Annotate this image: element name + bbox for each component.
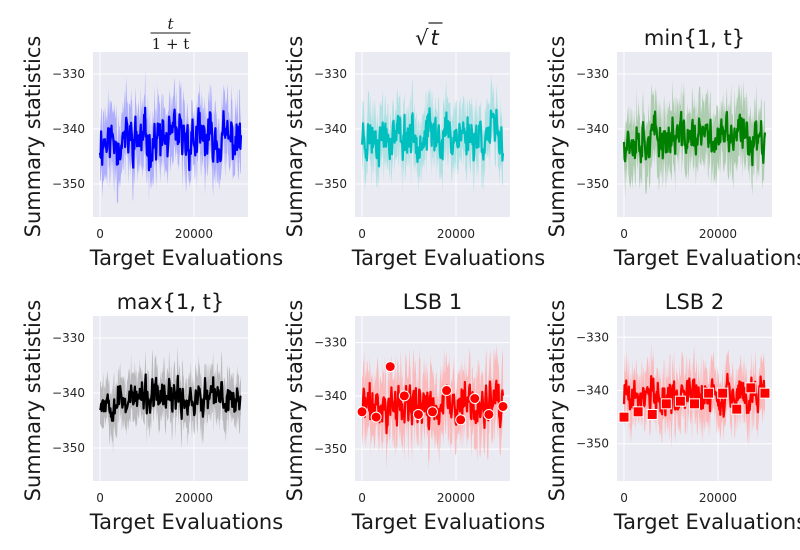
y-tick-label: −340	[314, 389, 347, 403]
panel-3: −330 −340 −350 0 20000 Target Evaluations Summ…	[545, 26, 800, 270]
panel-4: −330 −340 −350 0 20000 Target Evaluations Summ…	[21, 290, 283, 534]
x-axis-label: Target Evaluations	[613, 510, 800, 534]
marker-point	[441, 385, 453, 397]
y-tick-label: −340	[52, 386, 85, 400]
marker-point	[632, 406, 644, 418]
y-tick-label: −350	[576, 437, 609, 451]
plot-content	[98, 68, 243, 205]
marker-point	[646, 408, 658, 420]
x-axis-label: Target Evaluations	[351, 510, 545, 534]
marker-point	[674, 395, 686, 407]
marker-point	[717, 387, 729, 399]
marker-point	[384, 361, 396, 373]
marker-point	[356, 406, 368, 418]
y-axis-label: Summary statistics	[545, 300, 569, 502]
marker-point	[427, 406, 438, 418]
plot-content	[622, 79, 767, 200]
title-numerator: t	[167, 15, 174, 33]
series-line	[99, 373, 242, 422]
x-tick-label: 0	[358, 491, 366, 505]
panel-2: −330 −340 −350 0 20000 Target Evaluations Summ…	[283, 22, 545, 270]
chart-title: max{1, t}	[117, 290, 224, 314]
x-tick-label: 0	[358, 227, 366, 241]
y-tick-label: −330	[52, 331, 85, 345]
marker-point	[731, 403, 743, 415]
marker-point	[412, 408, 424, 420]
y-axis-label: Summary statistics	[283, 36, 307, 238]
x-axis-label: Target Evaluations	[351, 246, 545, 270]
y-tick-label: −350	[576, 177, 609, 191]
plot-content	[99, 345, 242, 454]
y-tick-label: −330	[52, 67, 85, 81]
y-tick-label: −350	[314, 177, 347, 191]
marker-point	[455, 414, 467, 426]
series-line	[360, 379, 505, 435]
y-tick-label: −340	[52, 122, 85, 136]
marker-point	[618, 411, 630, 423]
y-tick-label: −350	[52, 441, 85, 455]
panel-6: −330 −340 −350 0 20000 Target Evaluations Summ…	[545, 290, 800, 534]
y-tick-label: −350	[52, 177, 85, 191]
marker-point	[660, 398, 672, 410]
title-denominator: 1 + t	[152, 35, 190, 53]
y-tick-label: −340	[576, 384, 609, 398]
panel-1: −330 −340 −350 0 20000 Target Evaluations Summ…	[21, 15, 283, 270]
x-axis-label: Target Evaluations	[89, 510, 283, 534]
x-tick-label: 20000	[437, 491, 475, 505]
y-axis-label: Summary statistics	[545, 36, 569, 238]
plot-content	[622, 340, 766, 449]
marker-point	[398, 390, 410, 402]
y-tick-label: −330	[576, 330, 609, 344]
marker-point	[469, 393, 481, 404]
chart-title: LSB 2	[665, 290, 724, 314]
marker-point	[497, 400, 509, 412]
x-tick-label: 0	[620, 227, 628, 241]
y-tick-label: −330	[576, 67, 609, 81]
y-tick-label: −340	[314, 122, 347, 136]
marker-point	[689, 398, 700, 410]
y-axis-label: Summary statistics	[21, 36, 45, 238]
x-tick-label: 0	[96, 491, 104, 505]
x-axis-label: Target Evaluations	[613, 246, 800, 270]
marker-point	[759, 387, 771, 399]
x-axis-label: Target Evaluations	[89, 246, 283, 270]
marker-point	[745, 382, 757, 394]
title-variable: t	[431, 26, 440, 50]
y-tick-label: −350	[314, 442, 347, 456]
series-line	[98, 106, 243, 172]
y-tick-label: −330	[314, 336, 347, 350]
x-tick-label: 20000	[175, 227, 213, 241]
plot-content	[360, 74, 505, 196]
chart-title: min{1, t}	[644, 26, 745, 50]
y-tick-label: −340	[576, 122, 609, 136]
chart-title: LSB 1	[403, 290, 462, 314]
x-tick-label: 0	[620, 491, 628, 505]
y-axis-label: Summary statistics	[21, 300, 45, 502]
series-line	[360, 107, 505, 168]
x-tick-label: 0	[96, 227, 104, 241]
x-tick-label: 20000	[175, 491, 213, 505]
marker-point	[370, 411, 382, 423]
x-tick-label: 20000	[699, 491, 737, 505]
marker-point	[483, 408, 495, 420]
series-line	[622, 110, 767, 167]
x-tick-label: 20000	[437, 227, 475, 241]
title-sqrt-sign: √	[415, 26, 429, 50]
series-band	[100, 68, 241, 205]
series-line	[622, 372, 766, 418]
y-axis-label: Summary statistics	[283, 300, 307, 502]
panel-5: −330 −340 −350 0 20000 Target Evaluations Summ…	[283, 290, 545, 534]
marker-point	[703, 387, 715, 399]
y-tick-label: −330	[314, 67, 347, 81]
x-tick-label: 20000	[699, 227, 737, 241]
